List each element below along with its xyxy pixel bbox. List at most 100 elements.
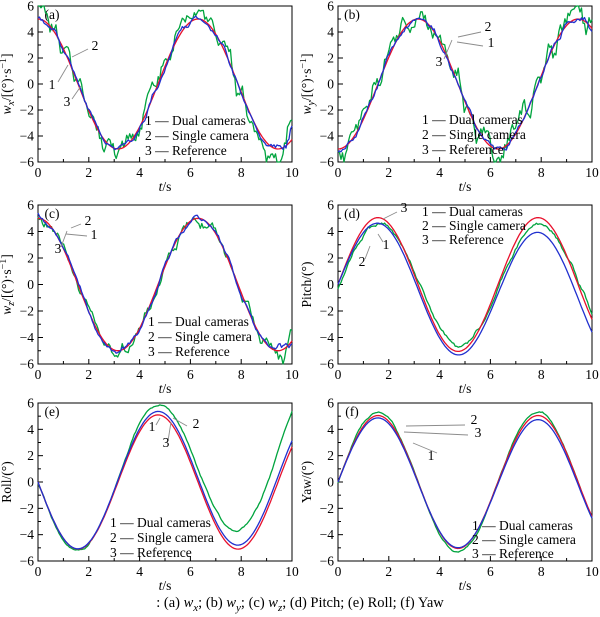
x-tick-label: 10 [585, 564, 599, 579]
panel-tag: (d) [344, 206, 360, 221]
curve-single-camera [38, 5, 293, 163]
y-tick-label: −4 [20, 330, 35, 345]
y-tick-label: 0 [27, 277, 34, 292]
legend-entry: 1 — Dual cameras [422, 204, 523, 219]
annotations: 1 2 3 [149, 416, 200, 450]
x-tick-label: 4 [436, 165, 443, 180]
leader-line [167, 421, 172, 442]
y-tick-label: 6 [27, 397, 34, 411]
curve-number-label: 1 [91, 227, 98, 242]
panel-tag: (e) [45, 404, 60, 419]
panel-a: −6 −4 −2 0 2 4 6 0 2 4 6 8 10 wx/[(°)·s−1] t/s (a) 1 — D… [0, 0, 300, 195]
y-tick-label: −2 [20, 304, 34, 319]
annotations: 21 3 [55, 213, 98, 256]
leader-line [364, 245, 371, 260]
x-tick-label: 6 [187, 165, 194, 180]
legend-entry: 2 — Single camera [148, 329, 252, 344]
y-tick-label: 2 [327, 251, 334, 266]
y-tick-label: 6 [327, 397, 334, 411]
legend-entry: 2 — Single camera [145, 128, 249, 143]
panel-tag: (c) [45, 206, 60, 221]
leader-line [443, 39, 453, 60]
curve-number-label: 3 [436, 54, 443, 69]
caption-text: ; (b) [198, 595, 227, 611]
x-tick-label: 10 [285, 165, 299, 180]
y-tick-label: −2 [20, 103, 34, 118]
y-axis-label: Pitch/(°) [300, 262, 314, 308]
y-tick-label: 4 [27, 224, 34, 239]
y-tick-label: 4 [27, 422, 34, 437]
y-tick-label: −6 [320, 357, 335, 372]
y-axis-label: wz/[(°)·s−1] [0, 254, 17, 314]
curve-single-camera [337, 411, 593, 553]
x-tick-label: 2 [85, 165, 92, 180]
caption-var-wx: w [183, 595, 194, 611]
leader-line [65, 233, 88, 237]
legend-entry: 3 — Reference [110, 545, 192, 560]
y-axis-label: wx/[(°)·s−1] [0, 54, 17, 115]
leader-line [377, 233, 384, 243]
caption-var-wy: w [226, 595, 237, 611]
caption-text: ; (d) Pitch; (e) Roll; (f) Yaw [282, 595, 444, 611]
x-axis-label: t/s [459, 381, 472, 396]
legend-entry: 1 — Dual cameras [110, 515, 211, 530]
y-tick-label: 0 [327, 475, 334, 490]
axes [37, 204, 293, 365]
y-tick-label: 2 [27, 251, 34, 266]
curve-dual-cameras [37, 410, 293, 550]
y-tick-label: −2 [320, 103, 334, 118]
y-axis-label: wy/[(°)·s−1] [300, 54, 317, 115]
curve-number-label: 2 [92, 38, 99, 53]
curve-reference [337, 216, 593, 353]
y-tick-label: 2 [327, 448, 334, 463]
curve-dual-cameras [337, 16, 593, 153]
leader-line [155, 417, 161, 426]
curve-number-label: 3 [55, 241, 62, 256]
annotations: 21 3 [436, 19, 495, 69]
legend-entry: 2 — Single camera [110, 530, 214, 545]
y-tick-label: 0 [327, 277, 334, 292]
panel-d: −6 −4 −2 0 2 4 6 0 2 4 6 8 10 Pitch/(°) t/s (d) 1 — Dual… [300, 195, 600, 397]
x-tick-label: 8 [238, 165, 245, 180]
tick-labels: −6 −4 −2 0 2 4 6 0 2 4 6 8 10 [320, 0, 599, 180]
plot-panel-c: −6 −4 −2 0 2 4 6 0 2 4 6 8 10 wz/[(°)·s−1] t/s (c) 1 — D… [0, 198, 299, 397]
curve-number-label: 2 [193, 416, 200, 431]
curve-number-label: 2 [471, 412, 478, 427]
x-tick-label: 4 [136, 564, 143, 579]
panel-tag: (b) [344, 7, 360, 22]
panel-tag: (f) [345, 404, 359, 419]
tick-labels: −6 −4 −2 0 2 4 6 0 2 4 6 8 10 [20, 198, 299, 383]
curve-number-label: 1 [49, 77, 56, 92]
y-tick-label: 0 [327, 77, 334, 92]
x-tick-label: 6 [187, 564, 194, 579]
legend-entry: 3 — Reference [422, 142, 504, 157]
panel-grid: −6 −4 −2 0 2 4 6 0 2 4 6 8 10 wx/[(°)·s−1] t/s (a) 1 — D… [0, 0, 600, 593]
y-tick-label: 2 [327, 51, 334, 66]
leader-line [71, 48, 89, 58]
axes [337, 402, 593, 562]
x-tick-label: 8 [538, 165, 545, 180]
x-tick-label: 0 [35, 165, 42, 180]
curve-number-label: 3 [401, 200, 408, 215]
legend-entry: 2 — Single camera [422, 218, 526, 233]
leader-line [57, 64, 69, 83]
x-tick-label: 6 [487, 367, 494, 382]
x-tick-label: 8 [238, 564, 245, 579]
leader-line [382, 211, 398, 220]
leader-line [456, 41, 484, 47]
y-axis-label: Yaw/(°) [300, 461, 314, 503]
x-tick-label: 2 [85, 564, 92, 579]
y-tick-label: −4 [320, 330, 335, 345]
x-axis-label: t/s [159, 578, 172, 593]
legend-entry: 3 — Reference [145, 143, 227, 158]
caption-sub-z: z [277, 601, 283, 614]
y-tick-label: −2 [320, 501, 334, 516]
plot-panel-f: −6 −4 −2 0 2 4 6 0 2 4 6 8 10 Yaw/(°) t/s (f) 1 — Dual c… [300, 397, 599, 593]
legend-entry: 1 — Dual cameras [472, 518, 573, 533]
x-axis-label: t/s [159, 381, 172, 396]
x-tick-label: 6 [487, 165, 494, 180]
annotations: 3 1 2 [359, 200, 408, 269]
